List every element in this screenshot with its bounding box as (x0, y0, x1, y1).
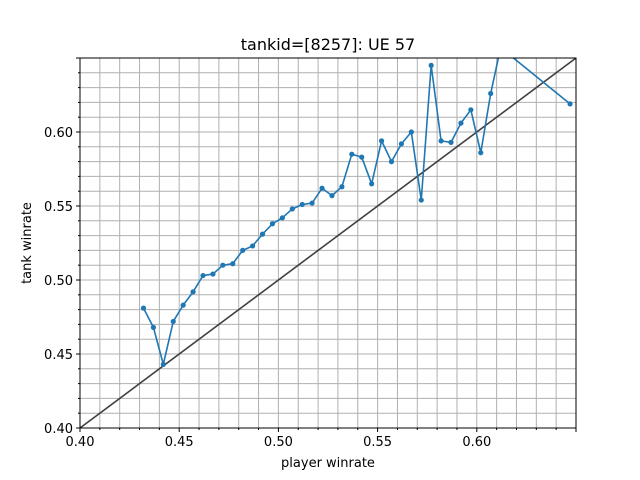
data-point (488, 90, 494, 97)
data-point (200, 272, 206, 279)
data-point (240, 247, 246, 253)
data-point (210, 271, 216, 277)
axis-ticks: 0.40 0.45 0.50 0.55 0.60 0.40 0.45 0.50 0.55 0.60 (44, 57, 577, 450)
y-axis-label: tank winrate (20, 202, 35, 284)
data-point (299, 201, 305, 208)
data-point (279, 215, 285, 221)
x-tick-label: 0.45 (165, 435, 194, 450)
chart-title: tankid=[8257]: UE 57 (241, 35, 415, 54)
grid (79, 57, 577, 429)
data-point (259, 231, 266, 237)
data-point (349, 151, 355, 157)
data-point (428, 62, 434, 68)
data-point (160, 361, 166, 367)
data-point (378, 138, 385, 144)
data-point (359, 154, 365, 160)
data-point (190, 289, 196, 295)
data-point (478, 150, 484, 156)
x-tick-label: 0.40 (66, 435, 95, 450)
data-point (339, 184, 345, 190)
data-point (150, 324, 157, 330)
data-point (408, 129, 414, 135)
y-tick-label: 0.60 (44, 126, 73, 141)
data-point (319, 185, 325, 191)
x-tick-label: 0.50 (264, 435, 293, 450)
x-tick-label: 0.60 (462, 435, 491, 450)
y-tick-label: 0.50 (44, 274, 73, 289)
data-point (170, 318, 176, 325)
data-point (438, 138, 444, 144)
data-point (567, 101, 573, 107)
data-point (468, 107, 474, 113)
series-group (140, 58, 573, 367)
data-point (418, 197, 424, 203)
data-point (140, 305, 147, 311)
y-tick-label: 0.40 (44, 422, 73, 437)
data-point (388, 159, 395, 165)
data-point (458, 120, 464, 126)
data-point (329, 193, 335, 199)
data-point (398, 141, 405, 147)
data-point (289, 206, 295, 212)
data-point (309, 200, 315, 206)
data-point (269, 221, 276, 227)
data-point (230, 261, 236, 267)
data-point (369, 181, 375, 187)
x-axis-label: player winrate (281, 456, 375, 471)
data-point (448, 139, 454, 145)
plot-frame (79, 57, 577, 429)
y-tick-label: 0.45 (44, 348, 73, 363)
data-point (250, 243, 256, 249)
y-tick-label: 0.55 (44, 200, 73, 215)
data-point (220, 262, 226, 268)
data-point (180, 302, 186, 308)
x-tick-label: 0.55 (363, 435, 392, 450)
